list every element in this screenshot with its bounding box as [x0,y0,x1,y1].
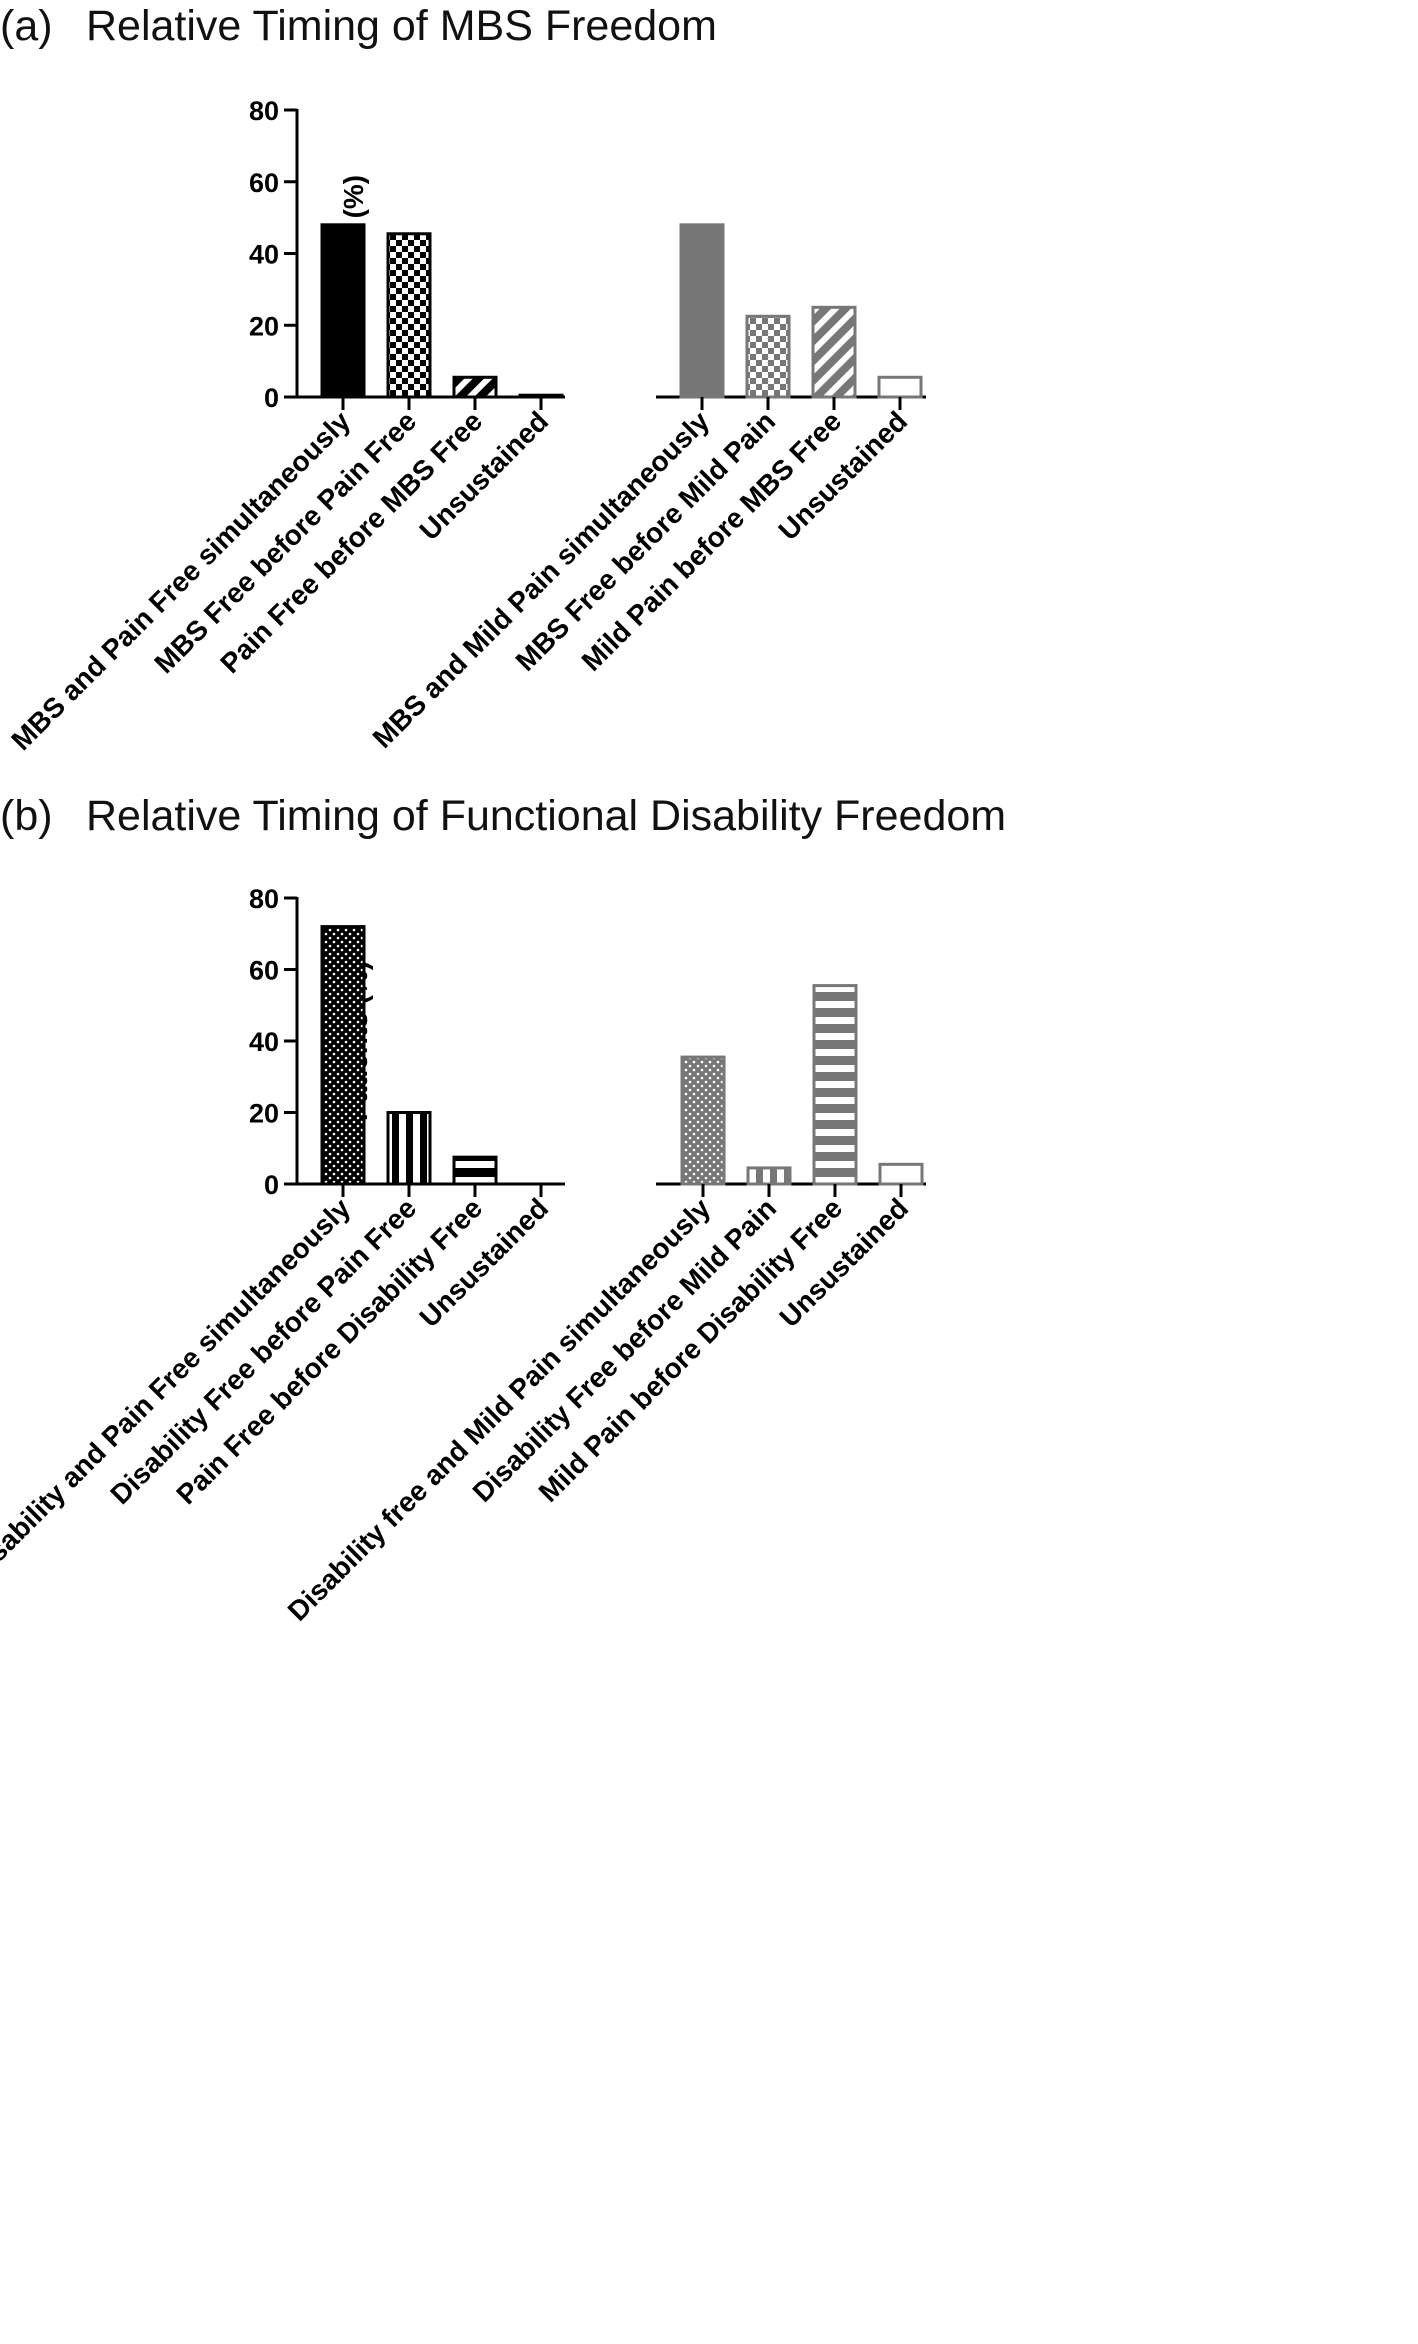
panel-b-bar-g1-2 [386,1111,432,1186]
panel-b-title: Relative Timing of Functional Disability… [86,792,1006,840]
panel-a-y-tick-label: 60 [249,168,279,198]
panel-a-y-tick-label: 0 [264,383,279,413]
panel-b-y-tick-label: 20 [249,1099,279,1129]
panel-b-y-tick-label: 40 [249,1027,279,1057]
panel-a-category-label: MBS Free before Pain Free [148,405,422,679]
panel-a-title: Relative Timing of MBS Freedom [86,2,717,50]
panel-a-label: (a) [0,2,53,50]
panel-b-bar-g2-2 [746,1166,792,1186]
panel-a-bar-g2-2 [745,314,791,399]
panel-b-y-tick-label: 60 [249,956,279,986]
panel-a-bar-g2-4 [877,375,923,399]
panel-a-y-tick-label: 40 [249,240,279,270]
panel-b-y-tick-label: 0 [264,1170,279,1200]
panel-a-y-tick-label: 20 [249,311,279,341]
panel-a-category-label: MBS Free before Mild Pain [510,405,782,677]
panel-b-bar-g2-3 [812,984,858,1186]
panel-a-bar-g1-4 [518,393,564,399]
panel-a-bar-g1-3 [452,375,498,399]
panel-a: (a) Relative Timing of MBS Freedom Patie… [0,2,926,756]
panel-b-bar-g2-4 [878,1162,924,1186]
panel-b-bar-g1-3 [452,1155,498,1186]
panel-b: (b) Relative Timing of Functional Disabi… [0,792,1006,1627]
panel-a-y-tick-label: 80 [249,96,279,126]
panel-b-bar-g2-1 [680,1055,726,1186]
panel-a-bar-g2-1 [679,223,725,399]
panel-b-bar-g1-1 [320,925,366,1186]
panel-b-label: (b) [0,792,53,840]
panel-a-bar-g1-2 [386,232,432,399]
panel-b-y-tick-label: 80 [249,884,279,914]
panel-a-category-label: Pain Free before MBS Free [214,405,488,679]
panel-a-bar-g1-1 [320,223,366,399]
panel-b-category-label: Disability Free before Pain Free [104,1192,422,1510]
panel-a-category-label: Mild Pain before MBS Free [576,405,848,677]
panel-a-bar-g2-3 [811,305,857,399]
